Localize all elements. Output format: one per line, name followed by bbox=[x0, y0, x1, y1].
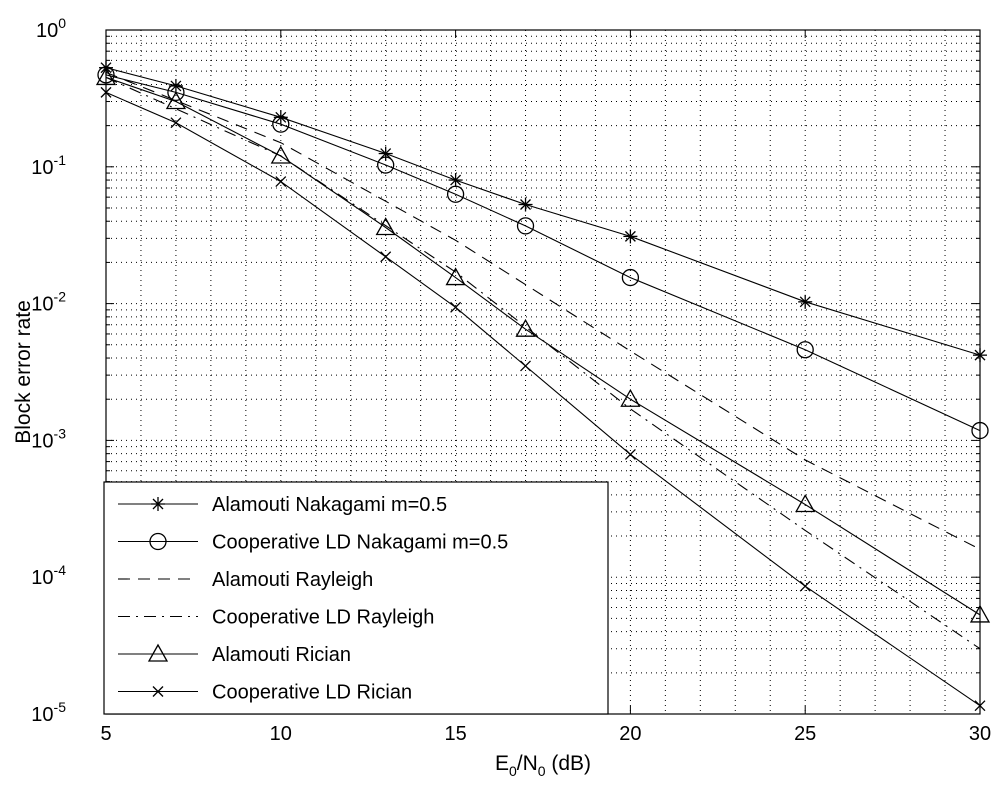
marker-stroke bbox=[450, 174, 462, 186]
x-axis-label-sub2: 0 bbox=[538, 763, 546, 779]
x-marker bbox=[520, 360, 531, 372]
marker-stroke bbox=[624, 230, 636, 242]
legend-entry: Alamouti Rician bbox=[118, 643, 351, 666]
x-tick-label: 25 bbox=[794, 723, 816, 745]
legend-entry: Alamouti Nakagami m=0.5 bbox=[118, 494, 447, 516]
marker-stroke bbox=[974, 349, 986, 361]
triangle-marker bbox=[969, 604, 991, 623]
x-marker bbox=[170, 117, 182, 129]
x-marker bbox=[380, 251, 392, 263]
series-line bbox=[105, 74, 981, 432]
series-group bbox=[95, 60, 991, 712]
triangle-marker bbox=[795, 494, 816, 513]
triangle-marker bbox=[270, 145, 291, 164]
marker-stroke bbox=[520, 199, 531, 210]
legend-label: Alamouti Rayleigh bbox=[212, 569, 373, 591]
legend-entry: Cooperative LD Rician bbox=[118, 682, 412, 704]
circle-marker bbox=[377, 156, 395, 174]
marker-stroke bbox=[152, 498, 164, 510]
series-6 bbox=[100, 86, 986, 712]
legend-entry: Cooperative LD Rayleigh bbox=[118, 607, 434, 629]
x-axis-label: E0/N0 (dB) bbox=[495, 752, 591, 779]
legend-label: Cooperative LD Nakagami m=0.5 bbox=[212, 532, 508, 554]
y-axis-label: Block error rate bbox=[12, 300, 35, 444]
marker-stroke bbox=[624, 448, 636, 460]
circle-marker bbox=[167, 83, 185, 102]
asterisk-marker bbox=[518, 197, 533, 212]
axis-ticks: 5 10 15 20 25 30 10-5 10-4 10-3 10-2 10-1 100 bbox=[31, 15, 991, 745]
x-tick-label: 5 bbox=[100, 723, 111, 745]
triangle-marker bbox=[375, 217, 396, 236]
x-tick-label: 10 bbox=[270, 723, 292, 745]
x-axis-label-e: E bbox=[495, 752, 509, 775]
x-axis-label-slash: /N bbox=[517, 752, 538, 775]
x-marker bbox=[152, 686, 164, 697]
y-tick-label: 100 bbox=[36, 15, 66, 42]
marker-stroke bbox=[450, 301, 462, 313]
x-marker bbox=[450, 301, 462, 313]
x-marker bbox=[799, 580, 811, 592]
circle-marker bbox=[516, 217, 535, 235]
x-tick-label: 20 bbox=[619, 723, 641, 745]
y-tick-label: 10-3 bbox=[31, 425, 66, 452]
marker-stroke bbox=[170, 80, 182, 92]
asterisk-marker bbox=[973, 348, 987, 363]
x-axis-label-sub1: 0 bbox=[509, 763, 517, 779]
legend-label: Alamouti Nakagami m=0.5 bbox=[212, 494, 447, 516]
legend-label: Cooperative LD Rician bbox=[212, 682, 412, 704]
marker-stroke bbox=[380, 148, 392, 160]
legend: Alamouti Nakagami m=0.5 Cooperative LD Na… bbox=[103, 481, 609, 715]
triangle-marker bbox=[445, 267, 466, 286]
legend-entry: Cooperative LD Nakagami m=0.5 bbox=[118, 532, 508, 554]
marker-stroke bbox=[520, 360, 531, 372]
legend-box bbox=[103, 481, 609, 715]
series-line bbox=[105, 76, 981, 616]
legend-entry: Alamouti Rayleigh bbox=[118, 569, 373, 591]
asterisk-marker bbox=[378, 146, 393, 161]
asterisk-marker bbox=[151, 497, 165, 511]
x-tick-label: 15 bbox=[444, 723, 466, 745]
marker-stroke bbox=[799, 296, 811, 308]
triangle-marker bbox=[95, 67, 117, 86]
y-tick-label: 10-5 bbox=[31, 699, 66, 726]
y-tick-label: 10-2 bbox=[31, 289, 66, 316]
marker-stroke bbox=[799, 580, 811, 592]
circle-marker bbox=[272, 115, 290, 133]
marker-stroke bbox=[170, 117, 182, 129]
marker-stroke bbox=[100, 86, 112, 98]
legend-label: Cooperative LD Rayleigh bbox=[212, 607, 434, 629]
marker-stroke bbox=[380, 251, 392, 263]
x-tick-label: 30 bbox=[969, 723, 991, 745]
x-marker bbox=[624, 448, 636, 460]
x-marker bbox=[275, 176, 287, 188]
series-2 bbox=[97, 66, 989, 440]
triangle-marker bbox=[515, 318, 536, 337]
marker-stroke bbox=[974, 700, 986, 712]
asterisk-marker bbox=[168, 78, 183, 93]
marker-stroke bbox=[275, 176, 287, 188]
triangle-marker bbox=[147, 643, 169, 662]
circle-marker bbox=[971, 421, 989, 440]
circle-marker bbox=[97, 66, 115, 84]
triangle-marker bbox=[620, 388, 641, 407]
circle-marker bbox=[621, 268, 640, 287]
circle-marker bbox=[446, 185, 465, 203]
series-1 bbox=[99, 60, 987, 363]
circle-marker bbox=[149, 532, 167, 551]
y-tick-label: 10-1 bbox=[31, 152, 66, 179]
legend-label: Alamouti Rician bbox=[212, 644, 351, 666]
x-axis-label-unit: (dB) bbox=[546, 752, 592, 775]
y-tick-label: 10-4 bbox=[31, 562, 66, 589]
asterisk-marker bbox=[448, 173, 463, 188]
circle-marker bbox=[796, 341, 814, 359]
triangle-marker bbox=[165, 91, 187, 110]
marker-stroke bbox=[275, 111, 287, 123]
marker-stroke bbox=[152, 686, 164, 697]
x-marker bbox=[974, 700, 986, 712]
asterisk-marker bbox=[798, 294, 813, 309]
asterisk-marker bbox=[623, 229, 638, 244]
x-marker bbox=[100, 86, 112, 98]
series-5 bbox=[95, 67, 991, 623]
